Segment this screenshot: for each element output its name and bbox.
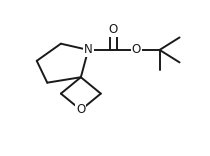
Text: O: O [76, 103, 85, 117]
Text: O: O [132, 43, 141, 56]
Text: O: O [109, 23, 118, 36]
Text: N: N [84, 43, 93, 56]
